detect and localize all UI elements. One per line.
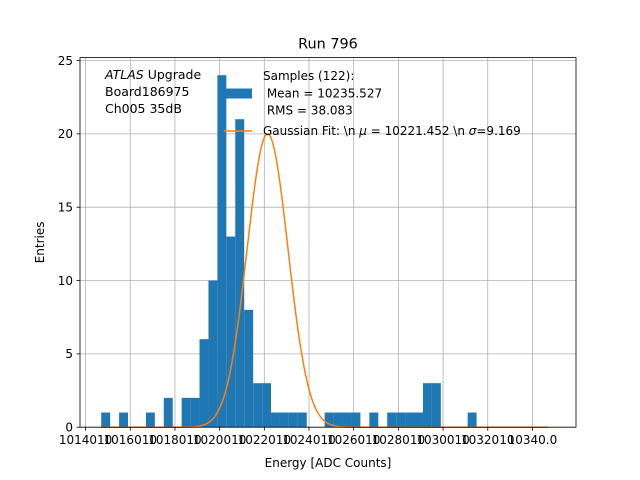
histogram-bar (342, 412, 352, 428)
y-tick-label: 5 (65, 347, 73, 361)
histogram-bar (208, 280, 218, 428)
histogram-bar (467, 412, 477, 428)
x-tick-label: 1032010 (461, 433, 514, 447)
y-tick-label: 15 (58, 201, 73, 215)
legend-histogram-label: Samples (122): Mean = 10235.527 RMS = 38… (263, 69, 382, 118)
x-axis-label: Energy [ADC Counts] (265, 456, 392, 470)
histogram-bar (244, 309, 254, 428)
histogram-bar (217, 75, 227, 428)
histogram-bar (226, 236, 236, 428)
x-tick-label: 1018010 (148, 433, 201, 447)
x-axis-ticks: 1014010101601010180101020010102201010240… (59, 427, 557, 447)
histogram-bar (288, 412, 298, 428)
histogram-bar (431, 383, 441, 428)
x-tick-label: 1014010 (59, 433, 112, 447)
histogram-bar (405, 412, 415, 428)
histogram-bar (119, 412, 129, 428)
histogram-bar (190, 397, 200, 428)
histogram-bar (324, 412, 334, 428)
y-axis-label: Entries (33, 222, 47, 264)
y-axis-ticks: 0 5 10 15 20 25 (58, 54, 80, 435)
legend: Samples (122): Mean = 10235.527 RMS = 38… (224, 69, 521, 138)
atlas-annotation: ATLAS Upgrade Board186975 Ch005 35dB (104, 67, 201, 116)
grid-lines (80, 57, 576, 428)
y-tick-label: 25 (58, 54, 73, 68)
histogram-bar (297, 412, 307, 428)
plot-frame (79, 57, 577, 428)
y-tick-label: 20 (58, 127, 73, 141)
x-tick-label: 1016010 (104, 433, 157, 447)
annotation-line: ATLAS Upgrade (104, 67, 201, 82)
x-tick-label: 1022010 (238, 433, 291, 447)
histogram-bar (181, 397, 191, 428)
histogram-bar (351, 412, 361, 428)
histogram-bar (271, 412, 280, 428)
annotation-line: Board186975 (105, 84, 189, 99)
x-tick-label: 10340.0 (508, 433, 558, 447)
histogram-bar (422, 383, 432, 428)
histogram-bar (279, 412, 289, 428)
chart-title: Run 796 (298, 37, 358, 53)
histogram-bar (396, 412, 406, 428)
histogram-bar (163, 397, 173, 428)
histogram-bar (253, 383, 263, 428)
histogram-bar (101, 412, 111, 428)
histogram-bar (145, 412, 155, 428)
y-tick-label: 0 (65, 421, 73, 435)
annotation-line: Ch005 35dB (105, 101, 182, 116)
x-tick-label: 1024010 (282, 433, 335, 447)
histogram-bar (235, 119, 245, 428)
histogram-bar (262, 383, 272, 428)
x-tick-label: 1028010 (372, 433, 425, 447)
x-tick-label: 1030010 (416, 433, 469, 447)
legend-hist-swatch (224, 88, 252, 99)
histogram-bar (369, 412, 379, 428)
legend-fit-label: Gaussian Fit: \n μ = 10221.452 \n σ=9.16… (263, 124, 521, 138)
histogram-bar (414, 412, 423, 428)
x-tick-label: 1020010 (193, 433, 246, 447)
y-tick-label: 10 (58, 274, 73, 288)
histogram-bars (101, 75, 477, 428)
histogram-bar (387, 412, 397, 428)
histogram-bar (333, 412, 343, 428)
x-tick-label: 1026010 (327, 433, 380, 447)
histogram-bar (199, 339, 209, 428)
